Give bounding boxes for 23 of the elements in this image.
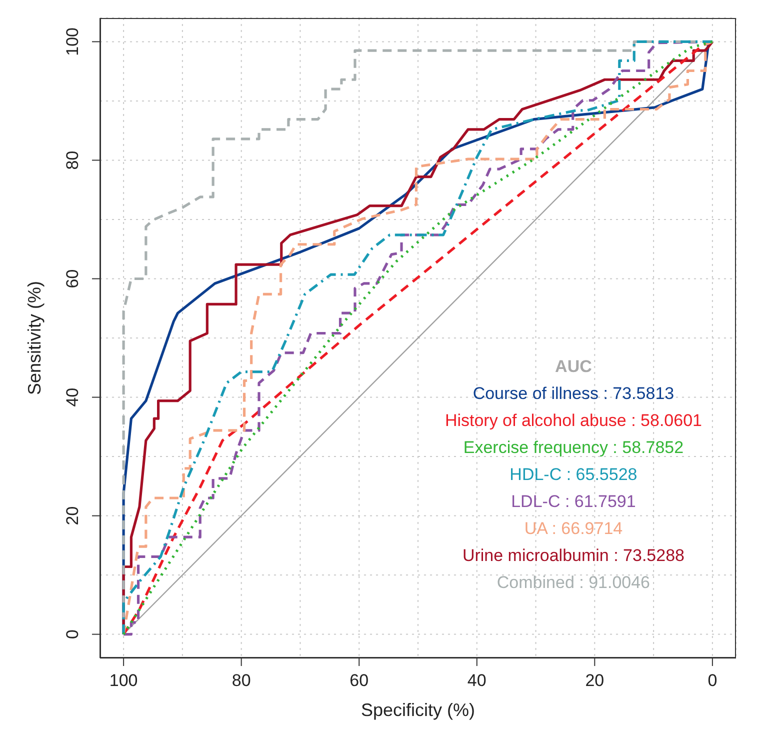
y-tick-label: 80 xyxy=(63,150,82,170)
text: History of alcohol abuse : 58.0601 xyxy=(444,410,702,432)
y-tick-label: 20 xyxy=(63,506,82,526)
text: HDL-C : 65.5528 xyxy=(508,464,638,486)
text: UA : 66.9714 xyxy=(523,518,624,540)
x-tick-label: 20 xyxy=(585,671,604,690)
text: LDL-C : 61.7591 xyxy=(510,491,637,513)
y-tick-label: 0 xyxy=(63,630,82,640)
y-tick-label: 100 xyxy=(63,28,82,56)
y-tick-label: 40 xyxy=(63,388,82,407)
y-axis-title: Sensitivity (%) xyxy=(24,280,44,396)
text: Urine microalbumin : 73.5288 xyxy=(461,545,686,567)
text: Combined : 91.0046 xyxy=(496,572,652,594)
x-tick-label: 60 xyxy=(350,671,369,690)
legend-title: AUC xyxy=(554,356,593,378)
x-tick-label: 0 xyxy=(708,671,718,690)
text: Course of illness : 73.5813 xyxy=(472,383,676,405)
x-axis-title: Specificity (%) xyxy=(360,700,476,720)
x-tick-label: 40 xyxy=(467,671,486,690)
y-tick-label: 60 xyxy=(63,269,82,288)
x-tick-label: 100 xyxy=(109,671,138,690)
text: Exercise frequency : 58.7852 xyxy=(462,437,685,459)
x-tick-label: 80 xyxy=(232,671,251,690)
